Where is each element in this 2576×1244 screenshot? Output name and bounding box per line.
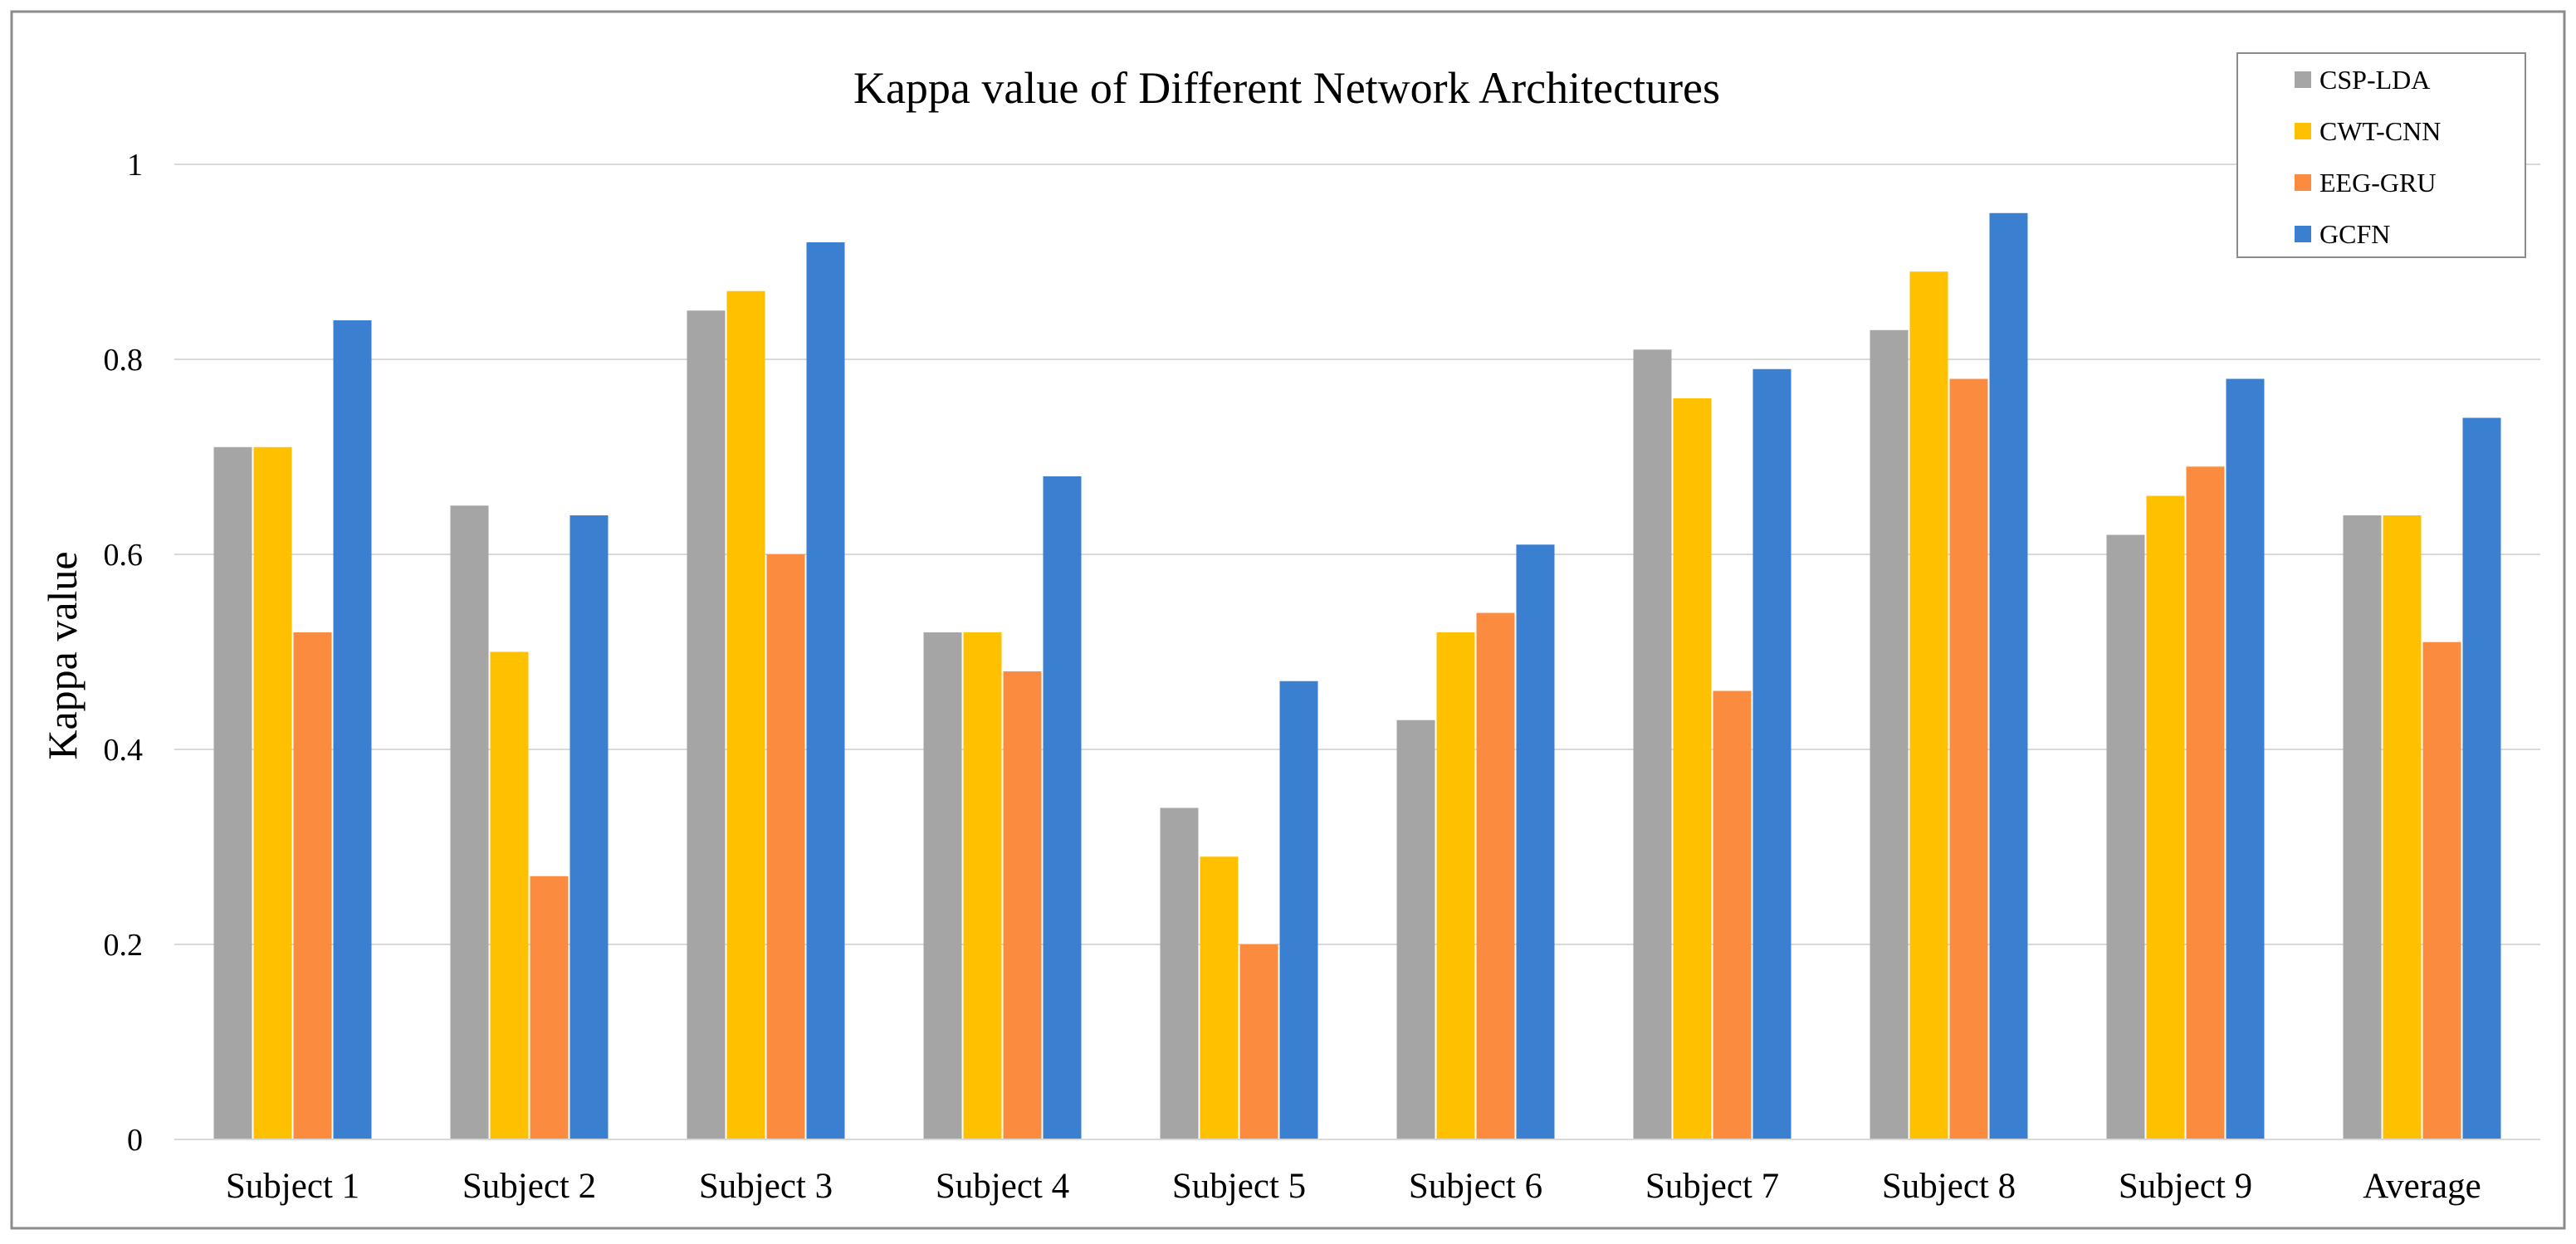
bar-cwt-cnn-subject-3 (726, 290, 765, 1139)
bar-gcfn-subject-4 (1043, 476, 1082, 1139)
y-tick-label: 0 (127, 1123, 143, 1158)
y-tick-label: 0.4 (104, 733, 144, 768)
y-tick-label: 0.6 (104, 538, 144, 573)
legend-swatch-eeg-gru (2295, 174, 2311, 191)
bar-cwt-cnn-average (2383, 515, 2422, 1139)
legend-swatch-cwt-cnn (2295, 123, 2311, 139)
bar-csp-lda-subject-3 (687, 310, 726, 1139)
y-tick-label: 0.8 (104, 343, 144, 378)
bar-eeg-gru-subject-5 (1239, 944, 1278, 1139)
x-tick-label: Subject 6 (1409, 1167, 1542, 1206)
x-tick-label: Subject 4 (936, 1167, 1069, 1206)
x-tick-label: Subject 7 (1645, 1167, 1779, 1206)
y-tick-label: 1 (127, 148, 143, 183)
bar-csp-lda-subject-7 (1633, 349, 1672, 1139)
bar-gcfn-subject-2 (569, 515, 609, 1139)
bar-eeg-gru-subject-1 (293, 632, 332, 1139)
x-tick-label: Subject 1 (226, 1167, 359, 1206)
x-tick-label: Subject 2 (462, 1167, 596, 1206)
bar-eeg-gru-subject-7 (1713, 690, 1752, 1139)
legend-label-cwt-cnn: CWT-CNN (2319, 116, 2441, 146)
bar-csp-lda-subject-5 (1160, 807, 1199, 1139)
chart-title: Kappa value of Different Network Archite… (853, 63, 1720, 113)
bar-gcfn-subject-1 (333, 320, 372, 1139)
bar-eeg-gru-subject-6 (1476, 612, 1515, 1139)
bar-eeg-gru-subject-9 (2186, 466, 2225, 1139)
bar-gcfn-subject-5 (1279, 681, 1318, 1139)
x-tick-label: Subject 8 (1882, 1167, 2016, 1206)
bar-csp-lda-subject-4 (923, 632, 962, 1139)
gridlines (174, 163, 2540, 945)
bar-gcfn-subject-8 (1989, 212, 2028, 1139)
legend-box (2236, 52, 2526, 258)
bar-csp-lda-average (2343, 515, 2382, 1139)
bar-eeg-gru-average (2422, 642, 2461, 1139)
bar-gcfn-subject-3 (806, 242, 845, 1139)
legend: CSP-LDA CWT-CNN EEG-GRU GCFN (2236, 52, 2526, 258)
bar-eeg-gru-subject-2 (530, 876, 569, 1139)
bar-cwt-cnn-subject-8 (1909, 271, 1948, 1139)
bar-cwt-cnn-subject-1 (253, 446, 292, 1139)
bar-cwt-cnn-subject-9 (2146, 495, 2185, 1139)
x-tick-label: Subject 3 (699, 1167, 833, 1206)
bar-csp-lda-subject-9 (2106, 534, 2145, 1139)
bar-csp-lda-subject-8 (1870, 329, 1909, 1139)
legend-swatch-gcfn (2295, 226, 2311, 242)
legend-label-gcfn: GCFN (2319, 219, 2390, 249)
bar-eeg-gru-subject-3 (766, 554, 805, 1139)
bar-gcfn-subject-6 (1516, 544, 1555, 1139)
y-axis-label: Kappa value (39, 551, 86, 759)
legend-swatch-csp-lda (2295, 71, 2311, 88)
axes: 0 0.2 0.4 0.6 0.8 1 Subject 1 Subject 2 Subject … (104, 148, 2540, 1206)
x-tick-label: Average (2363, 1167, 2481, 1206)
bar-cwt-cnn-subject-4 (963, 632, 1002, 1139)
bar-gcfn-subject-9 (2226, 378, 2265, 1139)
bar-eeg-gru-subject-4 (1003, 671, 1042, 1139)
bar-csp-lda-subject-1 (213, 446, 252, 1139)
y-tick-label: 0.2 (104, 928, 144, 963)
bar-gcfn-subject-7 (1752, 368, 1791, 1139)
x-tick-label: Subject 9 (2119, 1167, 2252, 1206)
bar-cwt-cnn-subject-6 (1436, 632, 1475, 1139)
bar-eeg-gru-subject-8 (1949, 378, 1988, 1139)
bars (213, 212, 2501, 1139)
legend-label-csp-lda: CSP-LDA (2319, 65, 2430, 95)
bar-csp-lda-subject-2 (450, 505, 489, 1139)
bar-gcfn-average (2462, 417, 2501, 1139)
bar-csp-lda-subject-6 (1396, 720, 1435, 1139)
x-tick-label: Subject 5 (1172, 1167, 1306, 1206)
bar-cwt-cnn-subject-5 (1200, 856, 1239, 1139)
bar-cwt-cnn-subject-7 (1673, 398, 1712, 1139)
legend-label-eeg-gru: EEG-GRU (2319, 168, 2436, 198)
bar-cwt-cnn-subject-2 (490, 651, 529, 1139)
